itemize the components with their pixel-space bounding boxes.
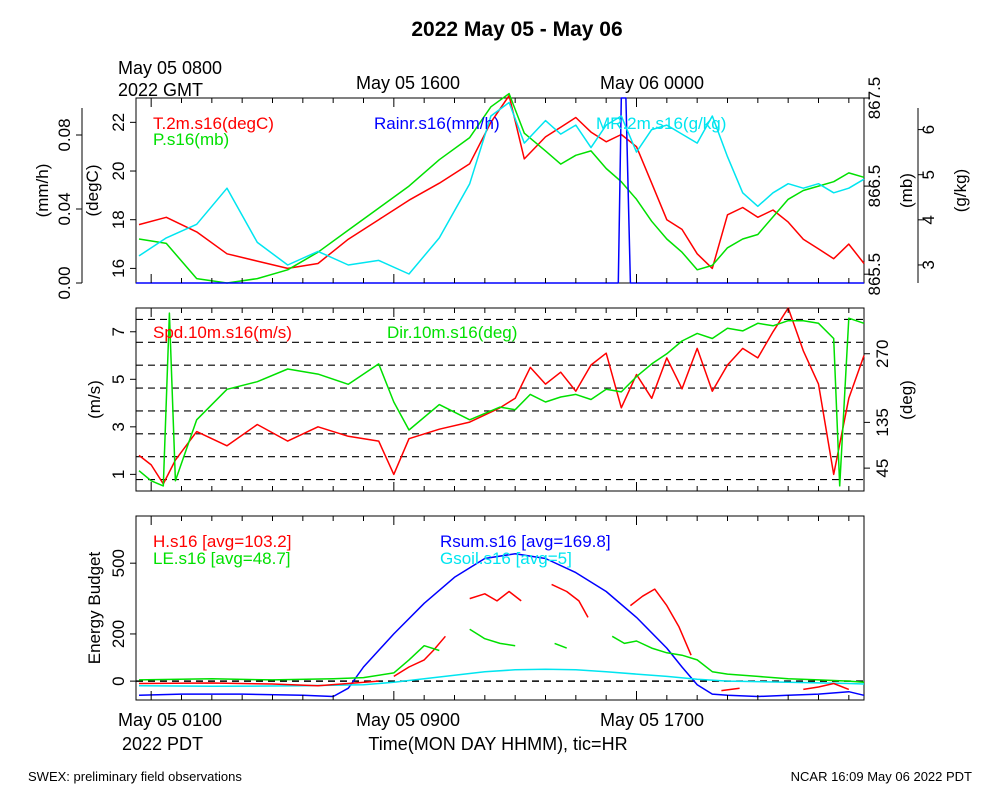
top-axis-3-label: (g/kg): [951, 169, 970, 212]
middle-panel-frame: [135, 307, 865, 492]
bottom-series-3-segment-1: [469, 628, 516, 647]
top-axis-3-tick-label: 5: [919, 170, 938, 179]
top-axis-3-tick-label: 4: [919, 215, 938, 224]
top-axis-first-label-line2: 2022 GMT: [118, 80, 203, 100]
top-legend-2: Rainr.s16(mm/h): [374, 114, 500, 133]
top-axis-1-label: (degC): [83, 165, 102, 217]
middle-left-tick-label: 7: [109, 327, 128, 336]
bottom-series-2-segment-1: [393, 635, 446, 678]
bottom-left-tick-label: 500: [109, 549, 128, 577]
middle-left-tick-label: 5: [109, 375, 128, 384]
axes-layer: 0.000.040.08(mm/h)16182022(degC)865.5866…: [33, 77, 970, 700]
bottom-series-1-segment-0: [138, 668, 865, 688]
top-axis-3-tick-label: 6: [919, 125, 938, 134]
middle-right-tick-label: 135: [873, 408, 892, 436]
top-axis-1-tick-label: 18: [109, 210, 128, 229]
footer-left: SWEX: preliminary field observations: [28, 769, 242, 784]
top-axis-0-label: (mm/h): [33, 164, 52, 218]
bottom-left-tick-label: 0: [109, 676, 128, 685]
top-axis-1-tick-label: 22: [109, 113, 128, 132]
bottom-axis-label-1700: May 05 1700: [600, 710, 704, 730]
bottom-axis-first-label-line2: 2022 PDT: [122, 734, 203, 754]
bottom-axis-first-label-line1: May 05 0100: [118, 710, 222, 730]
top-axis-0-tick-label: 0.00: [55, 266, 74, 299]
top-legend-3: MR.2m.s16(g/kg): [596, 114, 726, 133]
bottom-series-2-segment-2: [469, 590, 522, 602]
bottom-series-3-segment-2: [554, 642, 567, 649]
bottom-legend-2: Rsum.s16 [avg=169.8]: [440, 532, 611, 551]
panel-grid: [136, 318, 864, 682]
bottom-series-2-segment-3: [551, 583, 589, 618]
x-axis-title: Time(MON DAY HHMM), tic=HR: [368, 734, 627, 754]
middle-left-tick-label: 3: [109, 422, 128, 431]
series-layer: [136, 92, 865, 698]
top-legend-0: T.2m.s16(degC): [153, 114, 274, 133]
top-series-2-line: [136, 97, 864, 284]
top-axis-2-tick-label: 865.5: [865, 253, 884, 296]
bottom-series-2-segment-0: [138, 680, 379, 687]
middle-left-tick-label: 1: [109, 470, 128, 479]
top-axis-1-tick-label: 16: [109, 259, 128, 278]
bottom-legend-3: Gsoil.s16 [avg=5]: [440, 549, 572, 568]
middle-right-axis-label: (deg): [897, 380, 916, 420]
legend-layer: T.2m.s16(degC)P.s16(mb) Rainr.s16(mm/h) MR…: [153, 114, 726, 568]
bottom-legend-1: LE.s16 [avg=48.7]: [153, 549, 291, 568]
bottom-series-3-segment-0: [138, 644, 440, 681]
top-axis-label-0000: May 06 0000: [600, 73, 704, 93]
chart-title: 2022 May 05 - May 06: [411, 18, 622, 41]
bottom-series-2-segment-6: [803, 682, 850, 691]
top-series-3-line: [138, 101, 865, 275]
bottom-left-tick-label: 200: [109, 620, 128, 648]
top-axis-0-tick-label: 0.04: [55, 192, 74, 225]
top-axis-1-tick-label: 20: [109, 162, 128, 181]
bottom-axis-label-0900: May 05 0900: [356, 710, 460, 730]
middle-right-tick-label: 45: [873, 459, 892, 478]
bottom-series-2-segment-4: [629, 588, 692, 656]
top-axis-0-tick-label: 0.08: [55, 118, 74, 151]
middle-series-1-line: [138, 312, 865, 487]
top-axis-2-tick-label: 867.5: [865, 77, 884, 120]
top-legend-1: P.s16(mb): [153, 130, 229, 149]
middle-left-axis-label: (m/s): [85, 380, 104, 419]
bottom-y-axis-title: Energy Budget: [85, 551, 104, 664]
top-axis-3-tick-label: 3: [919, 260, 938, 269]
top-axis-2-label: (mb): [897, 173, 916, 208]
bottom-panel-frame: [135, 515, 865, 701]
bottom-series-0-segment-0: [138, 552, 865, 698]
bottom-series-3-segment-3: [611, 635, 865, 684]
top-axis-2-tick-label: 866.5: [865, 165, 884, 208]
top-axis-label-1600: May 05 1600: [356, 73, 460, 93]
middle-legend-1: Dir.10m.s16(deg): [387, 323, 517, 342]
middle-series-0-line: [138, 307, 865, 485]
bottom-legend-0: H.s16 [avg=103.2]: [153, 532, 291, 551]
middle-right-tick-label: 270: [873, 340, 892, 368]
top-axis-first-label-line1: May 05 0800: [118, 58, 222, 78]
middle-legend-0: Spd.10m.s16(m/s): [153, 323, 292, 342]
bottom-series-2-segment-5: [721, 687, 740, 692]
footer-right: NCAR 16:09 May 06 2022 PDT: [791, 769, 972, 784]
top-series-0-line: [138, 94, 865, 270]
